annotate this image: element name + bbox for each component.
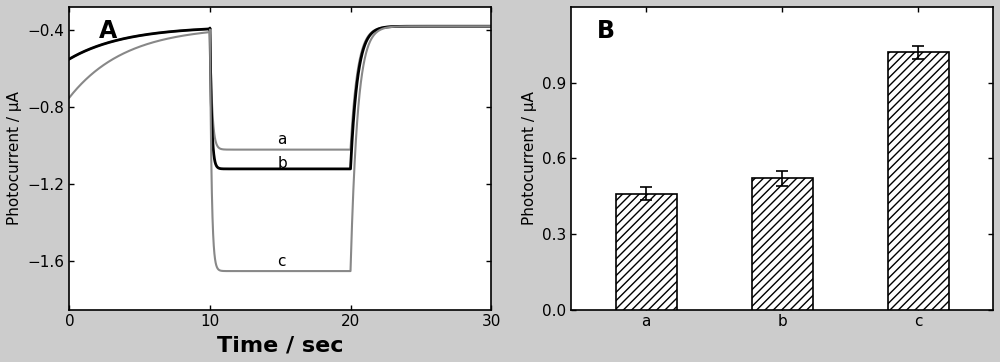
Bar (616, 194, 677, 310)
Text: c: c (277, 254, 286, 269)
Text: A: A (99, 19, 117, 43)
Bar (888, 52, 949, 310)
Text: b: b (277, 156, 287, 171)
Y-axis label: Photocurrent / μA: Photocurrent / μA (522, 91, 537, 225)
Text: B: B (597, 19, 615, 43)
Text: a: a (277, 132, 287, 147)
Y-axis label: Photocurrent / μA: Photocurrent / μA (7, 91, 22, 225)
X-axis label: Time / sec: Time / sec (217, 335, 343, 355)
Bar (752, 178, 813, 310)
